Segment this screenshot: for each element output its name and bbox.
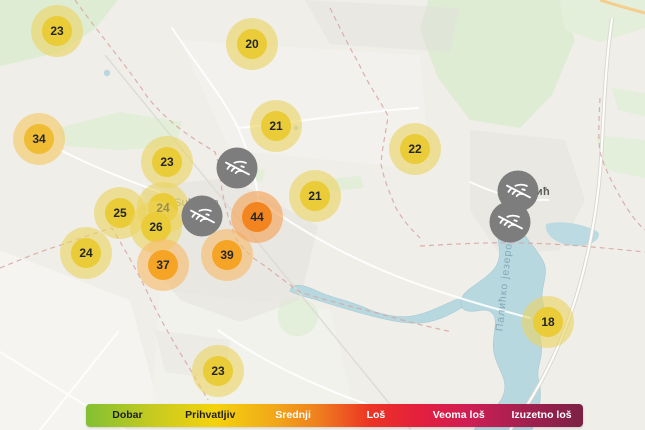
legend-label-los: Loš: [366, 409, 386, 421]
marker-value: 18: [533, 307, 563, 337]
marker-value: 21: [261, 111, 291, 141]
wifi-off-icon: [505, 183, 531, 198]
station-marker-aqi[interactable]: 23: [141, 136, 193, 188]
station-marker-offline[interactable]: [489, 201, 531, 243]
station-marker-aqi[interactable]: 21: [250, 100, 302, 152]
marker-value: 23: [203, 356, 233, 386]
station-marker-offline[interactable]: [216, 147, 258, 189]
wifi-off-icon: [189, 208, 215, 223]
aqi-legend: Dobar Prihvatljiv Srednji Loš Veoma loš …: [86, 404, 583, 427]
station-marker-aqi[interactable]: 39: [201, 229, 253, 281]
marker-value: 21: [300, 181, 330, 211]
station-marker-offline[interactable]: [181, 195, 223, 237]
station-marker-aqi[interactable]: 37: [137, 239, 189, 291]
offline-marker-circle: [216, 147, 258, 189]
wifi-off-icon: [224, 160, 250, 175]
station-marker-aqi[interactable]: 23: [192, 345, 244, 397]
legend-label-dobar: Dobar: [112, 409, 143, 421]
station-marker-aqi[interactable]: 18: [522, 296, 574, 348]
legend-label-srednji: Srednji: [275, 409, 311, 421]
station-marker-aqi[interactable]: 22: [389, 123, 441, 175]
marker-value: 34: [24, 124, 54, 154]
marker-value: 23: [42, 16, 72, 46]
legend-label-izuzetno-los: Izuzetno loš: [511, 409, 572, 421]
wifi-off-icon: [497, 214, 523, 229]
marker-value: 23: [152, 147, 182, 177]
station-marker-aqi[interactable]: 21: [289, 170, 341, 222]
marker-value: 26: [141, 212, 171, 242]
marker-value: 39: [212, 240, 242, 270]
station-marker-aqi[interactable]: 34: [13, 113, 65, 165]
station-marker-aqi[interactable]: 44: [231, 191, 283, 243]
station-marker-aqi[interactable]: 23: [31, 5, 83, 57]
marker-value: 20: [237, 29, 267, 59]
station-marker-aqi[interactable]: 24: [60, 227, 112, 279]
marker-value: 24: [71, 238, 101, 268]
legend-label-prihvatljiv: Prihvatljiv: [185, 409, 236, 421]
station-marker-aqi[interactable]: 20: [226, 18, 278, 70]
offline-marker-circle: [489, 201, 531, 243]
offline-marker-circle: [181, 195, 223, 237]
marker-value: 22: [400, 134, 430, 164]
marker-value: 44: [242, 202, 272, 232]
marker-value: 37: [148, 250, 178, 280]
legend-label-veoma-los: Veoma loš: [432, 409, 485, 421]
